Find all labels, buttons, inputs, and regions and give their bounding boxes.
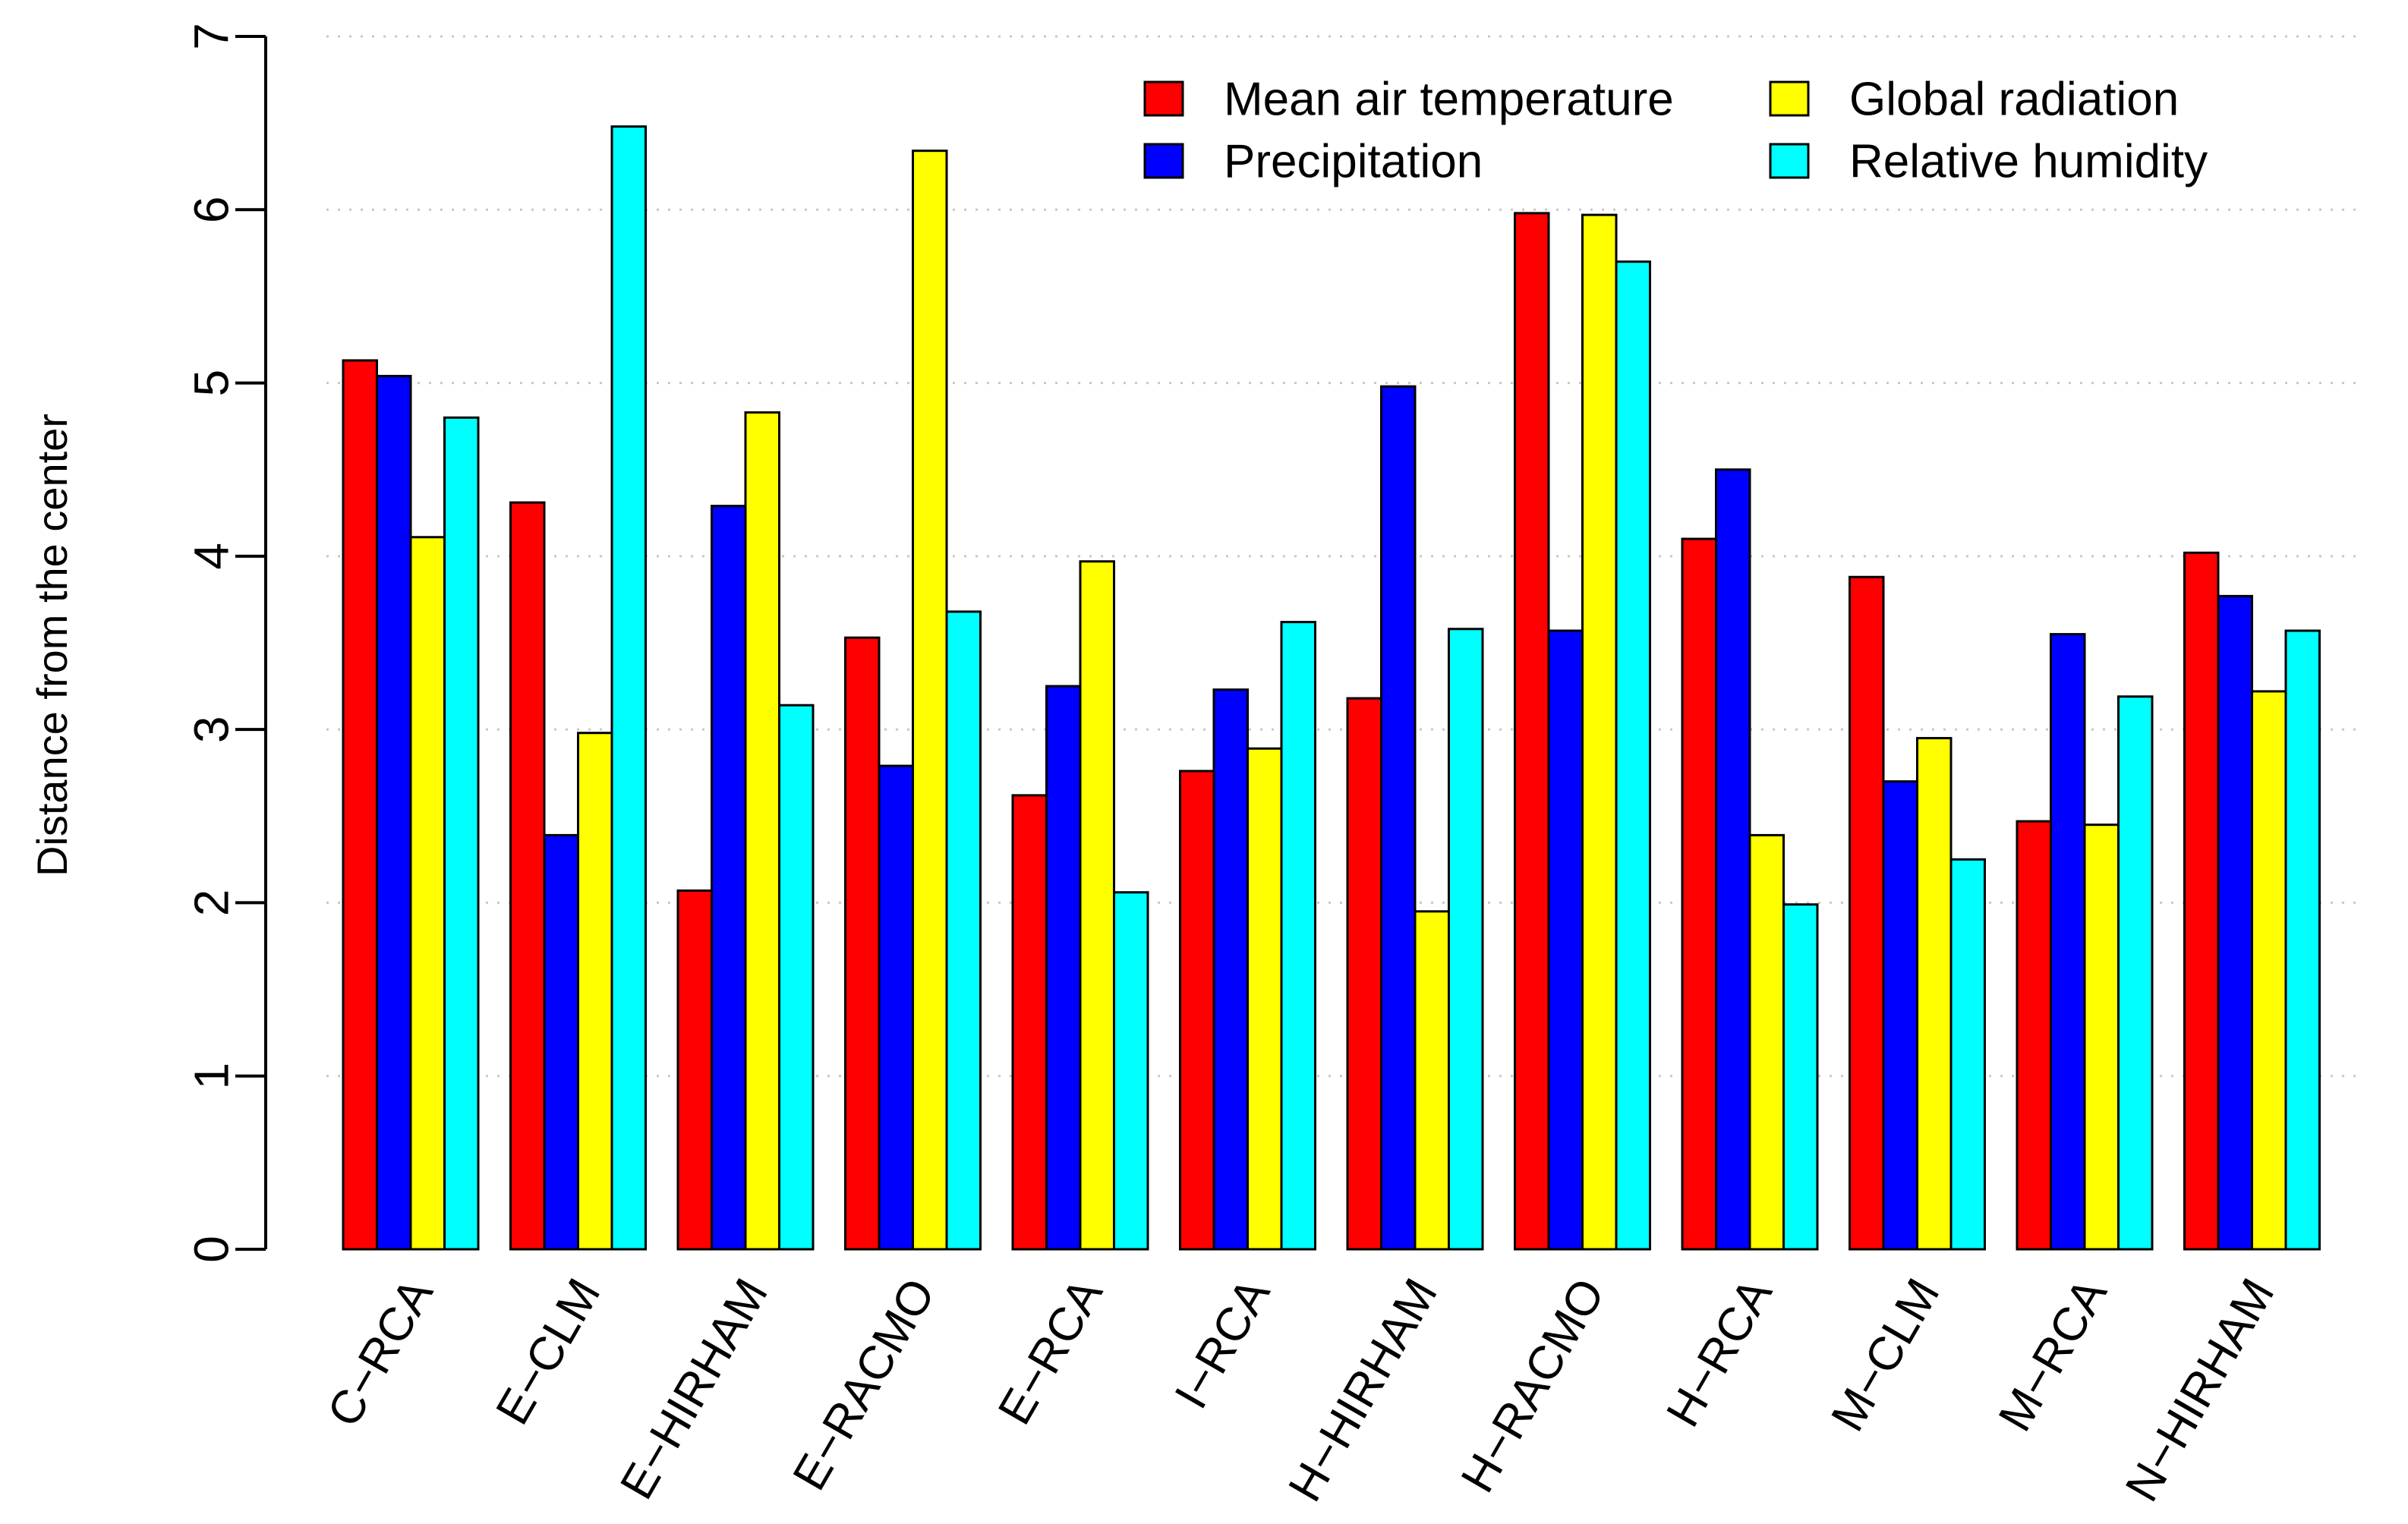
legend: Mean air temperature Precipitation Global …: [1143, 74, 2208, 188]
y-axis-title: Distance from the center: [28, 414, 76, 877]
bar-precipitation: [878, 764, 914, 1251]
x-tick-label: E−RACMO: [783, 1270, 945, 1499]
y-tick-label: 6: [184, 196, 238, 223]
bar-mean-air-temperature: [676, 889, 713, 1251]
x-tick-label: N−HIRHAM: [2116, 1270, 2285, 1510]
legend-swatch: [1143, 143, 1184, 179]
bar-relative-humidity: [778, 704, 815, 1251]
bar-precipitation: [1715, 468, 1751, 1251]
x-tick-label: H−RCA: [1656, 1270, 1782, 1436]
legend-swatch: [1143, 80, 1184, 117]
bar-mean-air-temperature: [342, 359, 378, 1251]
bar-global-radiation: [1748, 833, 1785, 1251]
legend-swatch: [1769, 143, 1810, 179]
x-tick-label: E−CLM: [486, 1270, 610, 1433]
x-tick-label: C−RCA: [317, 1270, 443, 1436]
bar-global-radiation: [1916, 737, 1953, 1251]
bar-precipitation: [1547, 629, 1584, 1251]
legend-label: Global radiation: [1849, 74, 2179, 126]
bar-precipitation: [1045, 685, 1082, 1251]
y-tick-label: 0: [184, 1236, 238, 1263]
bar-precipitation: [543, 833, 579, 1251]
bar-relative-humidity: [443, 416, 480, 1251]
x-tick-label: M−RCA: [1989, 1270, 2117, 1441]
x-axis-labels: C−RCA E−CLM E−HIRHAM E−RACMO E−RCA I−RCAH−HIR…: [317, 1270, 2284, 1510]
y-tick-label: 1: [184, 1063, 238, 1090]
y-tick-label: 2: [184, 890, 238, 917]
bar-mean-air-temperature: [509, 501, 546, 1251]
bar-global-radiation: [577, 732, 613, 1251]
bar-mean-air-temperature: [844, 636, 881, 1251]
bar-global-radiation: [912, 150, 948, 1251]
bar-global-radiation: [2251, 690, 2287, 1251]
bar-relative-humidity: [1615, 260, 1651, 1251]
bar-precipitation: [1380, 385, 1417, 1251]
bar-global-radiation: [1247, 747, 1283, 1251]
x-tick-label: I−RCA: [1165, 1270, 1280, 1418]
y-tick-label: 3: [184, 716, 238, 743]
y-tick-label: 5: [184, 370, 238, 397]
bar-relative-humidity: [1949, 858, 1986, 1251]
bar-global-radiation: [1581, 213, 1618, 1251]
bar-mean-air-temperature: [2183, 551, 2220, 1251]
bar-precipitation: [711, 505, 747, 1251]
x-tick-label: M−CLM: [1821, 1270, 1949, 1440]
bar-relative-humidity: [945, 610, 982, 1251]
x-tick-label: H−HIRHAM: [1278, 1270, 1448, 1510]
bar-relative-humidity: [2284, 629, 2321, 1251]
y-tick-label: 4: [184, 543, 238, 570]
bar-mean-air-temperature: [1179, 770, 1215, 1251]
bar-relative-humidity: [2117, 695, 2154, 1251]
bar-precipitation: [2217, 594, 2253, 1251]
bar-mean-air-temperature: [2016, 820, 2052, 1251]
bar-mean-air-temperature: [1011, 794, 1048, 1251]
legend-label: Precipitation: [1224, 136, 1483, 188]
bar-global-radiation: [409, 536, 446, 1251]
bar-precipitation: [1212, 688, 1249, 1251]
bar-precipitation: [1882, 780, 1918, 1251]
bar-relative-humidity: [1280, 621, 1316, 1251]
x-tick-label: E−RCA: [988, 1270, 1113, 1434]
legend-swatch: [1769, 80, 1810, 117]
y-axis: 0 1 2 3 4 5 6 7: [184, 23, 267, 1263]
bar-mean-air-temperature: [1849, 575, 1885, 1251]
bar-global-radiation: [1079, 560, 1115, 1251]
bar-relative-humidity: [1113, 891, 1149, 1251]
bar-global-radiation: [744, 411, 780, 1251]
bar-global-radiation: [2083, 823, 2120, 1251]
y-tick-label: 7: [184, 23, 238, 50]
x-tick-label: H−RACMO: [1451, 1270, 1615, 1500]
bar-global-radiation: [1414, 910, 1450, 1251]
bar-mean-air-temperature: [1346, 697, 1382, 1251]
bar-mean-air-temperature: [1514, 212, 1550, 1251]
bar-relative-humidity: [1782, 903, 1819, 1251]
bar-precipitation: [376, 374, 412, 1251]
x-tick-label: E−HIRHAM: [610, 1270, 778, 1507]
bar-relative-humidity: [610, 125, 647, 1251]
legend-label: Relative humidity: [1849, 136, 2208, 188]
bar-precipitation: [2050, 633, 2086, 1251]
bar-relative-humidity: [1448, 628, 1484, 1251]
legend-label: Mean air temperature: [1224, 74, 1674, 126]
bars: [342, 125, 2321, 1251]
bar-mean-air-temperature: [1681, 537, 1717, 1251]
